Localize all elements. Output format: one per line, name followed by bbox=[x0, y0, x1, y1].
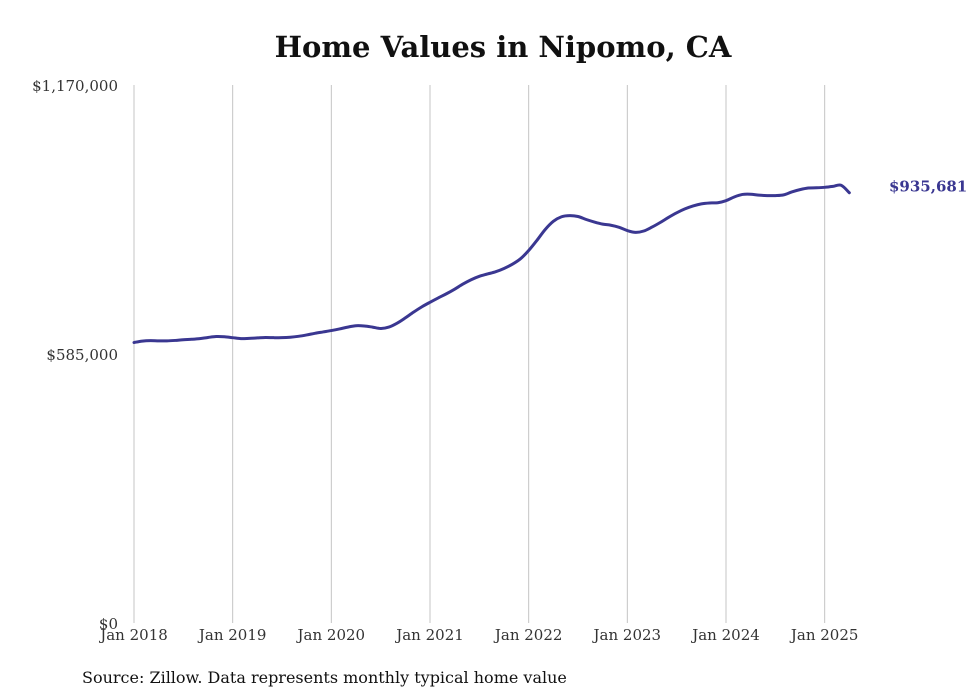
vertical-gridlines bbox=[133, 85, 826, 623]
chart-title: Home Values in Nipomo, CA bbox=[274, 30, 732, 64]
x-tick-label-1: Jan 2019 bbox=[197, 626, 267, 644]
y-tick-label-2: $1,170,000 bbox=[32, 77, 118, 95]
chart-source-note: Source: Zillow. Data represents monthly … bbox=[82, 668, 567, 687]
x-tick-label-2: Jan 2020 bbox=[296, 626, 366, 644]
x-tick-label-6: Jan 2024 bbox=[690, 626, 760, 644]
x-axis-tick-labels: Jan 2018 Jan 2019 Jan 2020 Jan 2021 Jan 2022… bbox=[98, 626, 858, 644]
x-tick-label-4: Jan 2022 bbox=[493, 626, 563, 644]
y-axis-tick-labels: $0 $585,000 $1,170,000 bbox=[32, 77, 118, 633]
y-tick-label-1: $585,000 bbox=[46, 346, 118, 364]
x-tick-label-5: Jan 2023 bbox=[592, 626, 662, 644]
x-tick-label-7: Jan 2025 bbox=[789, 626, 859, 644]
end-label-layer: $935,681 bbox=[889, 178, 967, 196]
series-line-0 bbox=[132, 183, 851, 344]
end-value-label: $935,681 bbox=[889, 178, 967, 196]
y-tick-label-0: $0 bbox=[99, 615, 118, 633]
series-layer bbox=[132, 183, 851, 344]
x-tick-label-0: Jan 2018 bbox=[98, 626, 168, 644]
x-tick-label-3: Jan 2021 bbox=[394, 626, 464, 644]
